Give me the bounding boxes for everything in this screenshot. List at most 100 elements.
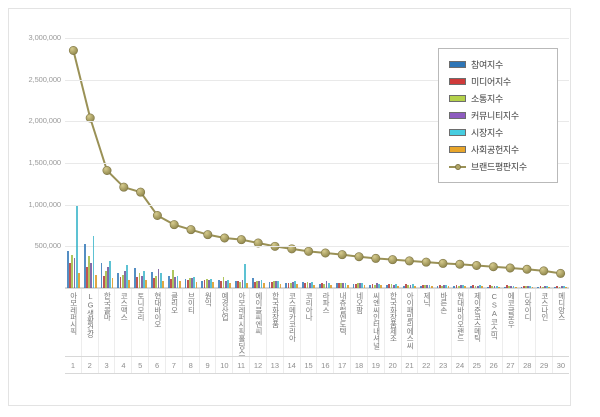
x-axis-rank-label: 10	[216, 357, 234, 373]
bar	[363, 285, 366, 288]
x-axis-category-label: 코스맥스	[119, 292, 129, 321]
bar	[546, 286, 548, 288]
bar	[470, 286, 472, 288]
bar	[447, 286, 450, 288]
bar	[306, 281, 309, 288]
bar	[525, 286, 527, 288]
x-axis-category-label: 아모레퍼시픽	[69, 292, 79, 335]
bar	[376, 282, 378, 288]
x-axis-category-cell: 예경산업	[216, 289, 234, 356]
bar-group	[552, 38, 569, 288]
x-axis-category-label: 제닉	[422, 292, 432, 307]
x-axis-category-cell: 클리오	[166, 289, 183, 356]
bar	[503, 286, 506, 288]
x-axis-category-cell: 토니모리	[132, 289, 150, 356]
line-marker	[421, 257, 431, 267]
x-axis-category-cell: 씨엔씨인터내셔널	[368, 289, 385, 356]
legend-item[interactable]: 시장지수	[449, 124, 551, 141]
plot-area	[65, 38, 569, 288]
x-axis-category-label: 네오팜	[355, 292, 365, 314]
x-axis-category-label: 코스메카코리아	[287, 292, 297, 342]
bar	[119, 277, 122, 288]
bar	[260, 280, 263, 288]
bar	[67, 251, 69, 288]
x-axis-category-label: 토니모리	[136, 292, 146, 321]
legend-item[interactable]: 브랜드평판지수	[449, 158, 551, 175]
bar	[354, 283, 357, 288]
bar	[344, 283, 347, 288]
x-axis-category-cell: 코리아나	[301, 289, 318, 356]
x-axis-rank-label: 28	[519, 357, 537, 373]
x-axis-category-label: 에코글로우	[506, 292, 516, 328]
x-axis-category-cell: 에이블씨엔씨	[250, 289, 267, 356]
x-axis-category-cell: 메디앙스	[553, 289, 569, 356]
bar	[235, 281, 237, 288]
bar	[390, 284, 393, 288]
bar	[321, 283, 323, 288]
bar	[373, 284, 376, 288]
legend-color-swatch	[449, 112, 466, 119]
bar	[191, 277, 193, 288]
bar	[153, 278, 155, 288]
bar	[239, 281, 242, 288]
bar	[563, 286, 565, 288]
line-marker	[371, 253, 381, 263]
bar-group	[115, 38, 132, 288]
x-axis-category-label: CSA코스믹	[489, 292, 499, 340]
x-axis-rank-label: 19	[368, 357, 385, 373]
legend-line-marker-icon	[449, 163, 466, 170]
bar	[143, 271, 145, 288]
x-axis-category-label: 한국화장품제조	[388, 292, 398, 342]
bar	[88, 256, 90, 288]
bar	[554, 286, 556, 288]
bar	[289, 283, 292, 288]
legend-item[interactable]: 사회공헌지수	[449, 141, 551, 158]
bar	[313, 284, 315, 288]
legend-item[interactable]: 참여지수	[449, 56, 551, 73]
legend-item[interactable]: 미디어지수	[449, 73, 551, 90]
bar	[109, 260, 112, 288]
y-tick-label: 2,500,000	[28, 74, 62, 84]
bar	[371, 283, 374, 288]
bar	[174, 277, 177, 288]
bar-group	[519, 38, 536, 288]
bar	[558, 286, 561, 288]
bar	[512, 285, 515, 288]
legend-label: 미디어지수	[471, 77, 511, 87]
x-axis-rank-label: 25	[469, 357, 486, 373]
bar	[495, 285, 498, 288]
bar	[443, 285, 445, 288]
x-axis-category-cell: 코스나인	[536, 289, 554, 356]
x-axis-category-label: 내츄럴엔도텍	[338, 292, 348, 335]
bar	[522, 285, 525, 288]
legend-item[interactable]: 커뮤니티지수	[449, 107, 551, 124]
line-marker	[539, 266, 549, 276]
bar	[544, 286, 546, 288]
bar-group	[317, 38, 334, 288]
bar	[481, 286, 483, 288]
bar	[548, 286, 551, 288]
bar	[422, 284, 424, 288]
legend-label: 브랜드평판지수	[471, 162, 527, 172]
bar	[256, 280, 258, 288]
line-marker	[472, 261, 482, 271]
x-axis-category-label: 코리아나	[304, 292, 314, 321]
x-axis-category-label: 코스나인	[540, 292, 550, 321]
bar-group	[435, 38, 452, 288]
bar-group	[166, 38, 183, 288]
x-axis-rank-label: 15	[301, 357, 318, 373]
legend-color-swatch	[449, 61, 466, 68]
legend-item[interactable]: 소통지수	[449, 90, 551, 107]
bar	[83, 243, 86, 288]
x-axis-rank-label: 5	[132, 357, 150, 373]
bar	[407, 284, 410, 288]
bar	[529, 285, 532, 288]
line-marker	[136, 187, 146, 197]
bar	[438, 284, 441, 288]
bar	[86, 267, 88, 288]
bar	[186, 279, 189, 288]
x-axis-rank-label: 24	[452, 357, 469, 373]
bar	[155, 276, 158, 288]
line-marker	[220, 233, 230, 243]
